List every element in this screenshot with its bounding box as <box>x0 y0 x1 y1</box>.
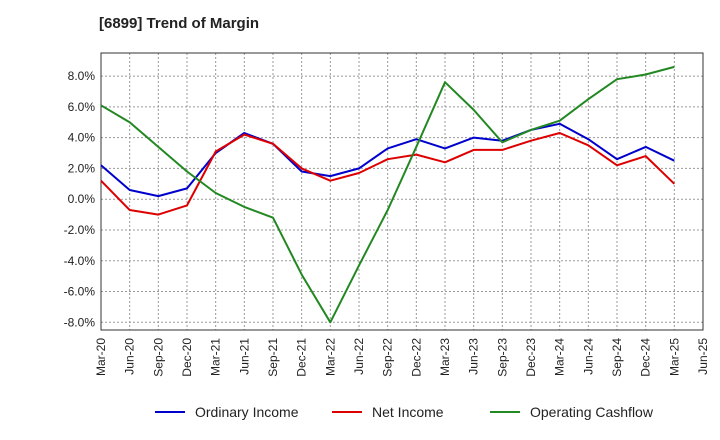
legend-swatch <box>332 411 362 413</box>
x-tick-label: Mar-20 <box>94 338 108 376</box>
x-tick-label: Jun-23 <box>467 338 481 375</box>
legend-label: Ordinary Income <box>195 404 299 420</box>
plot-area-frame <box>100 52 704 331</box>
legend-swatch <box>490 411 520 413</box>
legend-swatch <box>155 411 185 413</box>
legend-item: Ordinary Income <box>155 404 298 420</box>
x-tick-label: Sep-24 <box>610 338 624 377</box>
legend-label: Net Income <box>372 404 444 420</box>
x-tick-label: Jun-20 <box>123 338 137 375</box>
x-tick-label: Sep-23 <box>495 338 509 377</box>
x-tick-label: Sep-22 <box>381 338 395 377</box>
x-tick-label: Mar-21 <box>209 338 223 376</box>
x-tick-label: Mar-22 <box>323 338 337 376</box>
y-tick-label: -2.0% <box>64 223 96 237</box>
legend-item: Net Income <box>332 404 444 420</box>
y-tick-label: -4.0% <box>64 254 96 268</box>
series-line-net-income <box>100 132 675 216</box>
y-axis-ticks: 8.0% 6.0% 4.0% 2.0% 0.0% -2.0% -4.0% -6.0% -8.0% <box>64 69 96 329</box>
series-lines <box>100 65 675 324</box>
y-tick-label: -6.0% <box>64 285 96 299</box>
y-tick-label: 6.0% <box>68 100 96 114</box>
x-tick-label: Mar-23 <box>438 338 452 376</box>
x-tick-label: Dec-24 <box>639 338 653 377</box>
legend-item: Operating Cashflow <box>490 404 653 420</box>
y-tick-label: 4.0% <box>68 131 96 145</box>
x-tick-label: Jun-22 <box>352 338 366 375</box>
y-tick-label: 8.0% <box>68 69 96 83</box>
x-tick-label: Dec-20 <box>180 338 194 377</box>
x-tick-label: Sep-21 <box>266 338 280 377</box>
x-tick-label: Dec-23 <box>524 338 538 377</box>
y-tick-label: -8.0% <box>64 315 96 329</box>
series-line-ordinary-income <box>100 122 675 198</box>
x-tick-label: Mar-24 <box>553 338 567 376</box>
x-tick-label: Jun-25 <box>696 338 710 375</box>
grid-lines <box>101 53 703 330</box>
y-tick-label: 2.0% <box>68 161 96 175</box>
x-tick-label: Sep-20 <box>151 338 165 377</box>
x-tick-label: Dec-21 <box>295 338 309 377</box>
x-tick-label: Jun-21 <box>237 338 251 375</box>
x-tick-label: Mar-25 <box>667 338 681 376</box>
chart-title: [6899] Trend of Margin <box>99 15 260 32</box>
series-line-operating-cashflow <box>100 65 675 324</box>
x-axis-ticks: Mar-20 Jun-20 Sep-20 Dec-20 Mar-21 Jun-21 Sep-… <box>94 338 710 377</box>
x-tick-label: Jun-24 <box>581 338 595 375</box>
legend-label: Operating Cashflow <box>530 404 653 420</box>
y-tick-label: 0.0% <box>68 192 96 206</box>
legend: Ordinary Income Net Income Operating Cashf… <box>0 404 720 426</box>
x-tick-label: Dec-22 <box>409 338 423 377</box>
